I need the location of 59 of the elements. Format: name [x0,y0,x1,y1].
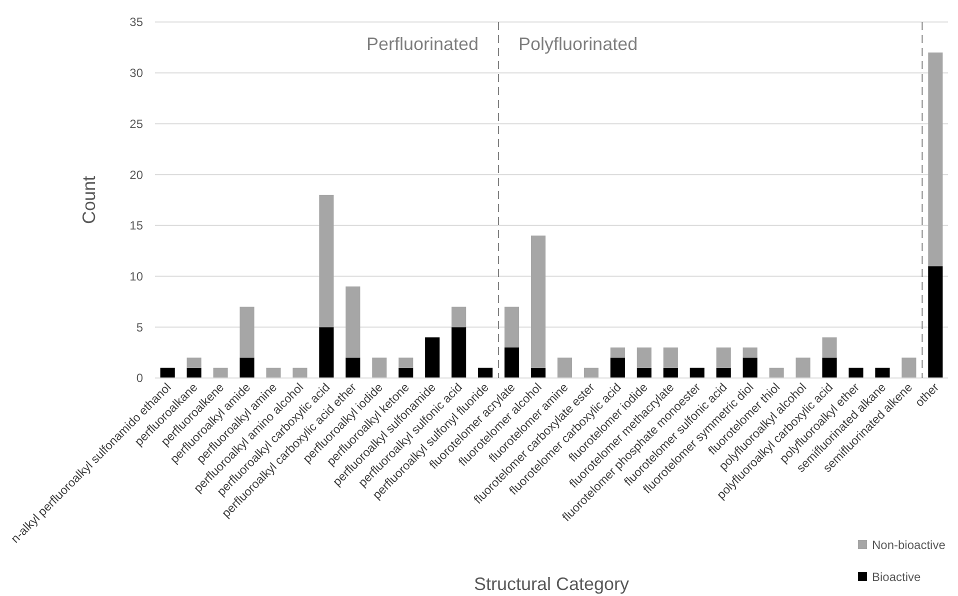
y-axis-title: Count [79,176,99,224]
bar [346,358,360,378]
bar [742,347,758,358]
bar [742,358,758,378]
bar [769,368,784,378]
bar [822,337,837,358]
bar [530,236,546,368]
bar [186,368,202,378]
bar [213,368,228,378]
bar [928,52,943,266]
bar [610,347,625,358]
y-tick-label: 0 [136,371,144,386]
bar [636,368,652,378]
y-tick-label: 5 [136,320,144,334]
x-axis-title: Structural Category [474,574,630,594]
y-tick-label: 15 [130,218,144,233]
bar [240,306,254,358]
bar [610,358,625,378]
bar [292,368,308,378]
bar [398,358,414,368]
bar [902,358,916,378]
bar [452,306,466,328]
bar [530,368,546,378]
bar [240,358,254,378]
bar [848,368,864,378]
legend-label: Bioactive [872,570,922,584]
bar [504,347,520,378]
bar [319,194,334,328]
bar [346,286,360,358]
bar [584,368,598,378]
annotation: Polyfluorinated [518,34,638,54]
bar [186,358,202,368]
bar [452,327,466,378]
y-tick-label: 20 [130,168,144,182]
bar [425,337,440,378]
bar [398,368,414,378]
bar [504,306,520,348]
annotation: Perfluorinated [366,34,479,54]
bar [716,368,731,378]
y-tick-label: 10 [130,269,144,284]
y-tick-label: 35 [130,15,144,30]
bar [796,358,810,378]
y-tick-label: 30 [130,66,144,80]
bar [663,368,678,378]
bar [928,266,943,378]
bar [875,368,890,378]
bar [372,358,387,378]
bar [160,368,175,378]
bar [319,327,334,378]
y-tick-label: 25 [130,116,144,131]
bar [663,347,678,368]
bar [690,368,704,378]
bar [716,347,731,368]
bar [636,347,652,368]
bar [478,368,493,378]
bar [822,358,837,378]
bar [557,358,572,378]
legend-label: Non-bioactive [872,538,946,552]
bar [266,368,281,378]
